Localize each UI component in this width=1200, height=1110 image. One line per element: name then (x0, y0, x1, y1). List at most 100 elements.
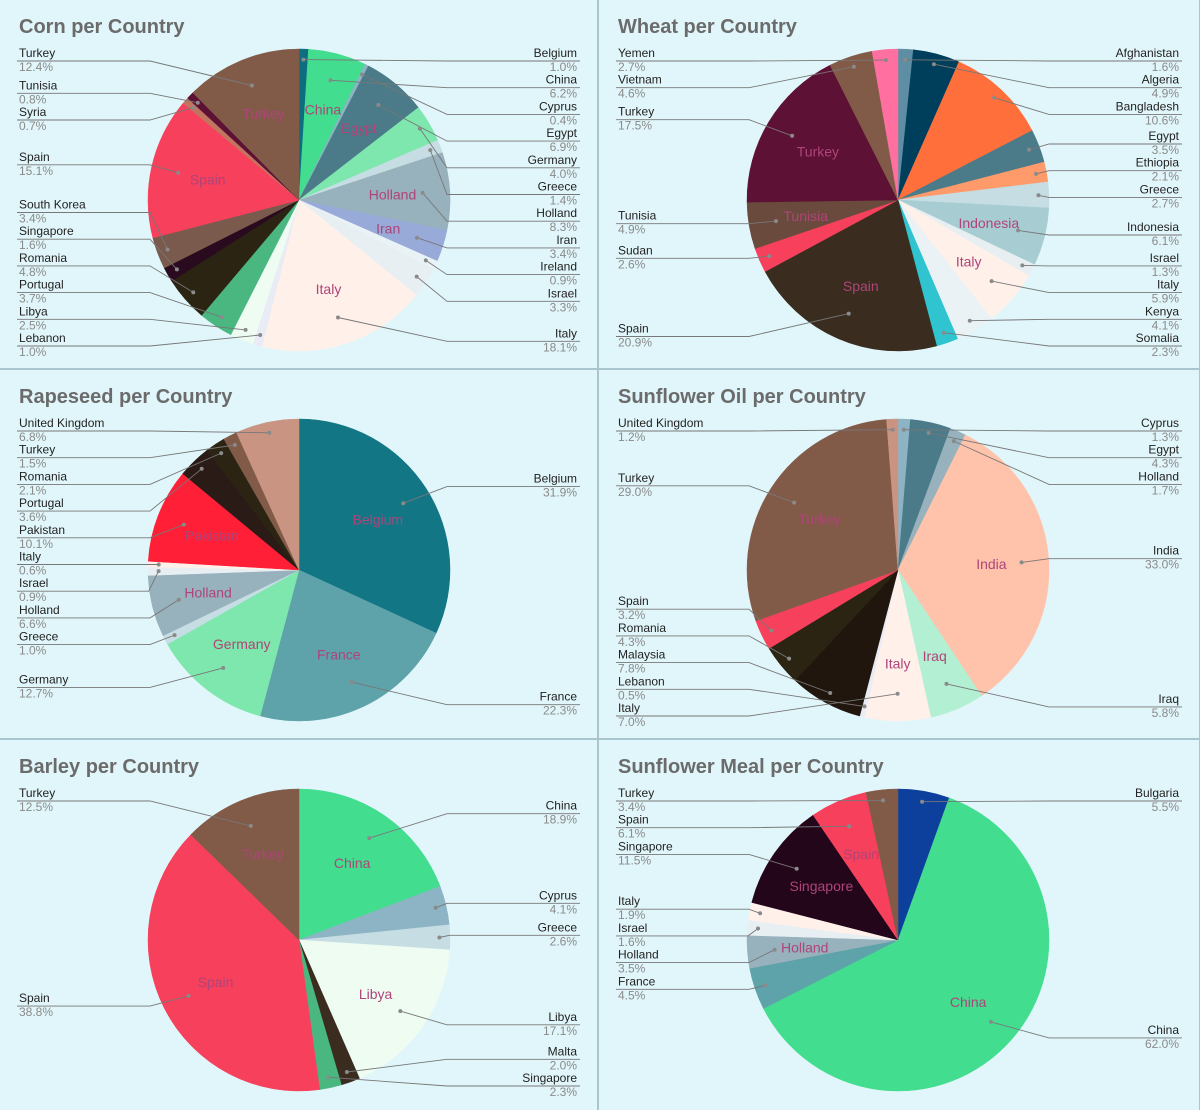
pie-slice-turkey (865, 788, 899, 941)
leader-line (17, 60, 253, 86)
leader-line (346, 1058, 580, 1073)
legend-country: Spain (618, 813, 649, 827)
leader-dot (433, 905, 438, 910)
legend-percent: 2.0% (550, 1058, 578, 1072)
leader-line (946, 683, 1182, 708)
legend-percent: 2.5% (19, 318, 47, 332)
leader-dot (881, 798, 885, 803)
slice-label: Holland (184, 585, 231, 601)
legend-country: Turkey (19, 443, 55, 457)
leader-line (351, 681, 580, 706)
leader-line (17, 318, 246, 331)
leader-line (953, 440, 1182, 485)
legend-percent: 12.4% (19, 60, 53, 74)
leader-line (17, 238, 178, 270)
leader-line (616, 688, 865, 707)
leader-dot (794, 866, 799, 871)
slice-label: Turkey (241, 846, 283, 862)
legend-labels: Belgium1.0%China6.2%Cyprus0.4%Egypt6.9%G… (17, 46, 580, 359)
legend-percent: 3.5% (1152, 143, 1180, 157)
inner-labels: India Iraq Italy Turkey (798, 511, 1006, 671)
legend-country: Turkey (618, 105, 654, 119)
legend-country: Malta (548, 1044, 578, 1058)
legend-percent: 8.3% (550, 220, 578, 234)
leader-line (1022, 264, 1182, 267)
legend-percent: 6.1% (1152, 234, 1180, 248)
legend-percent: 2.3% (550, 1085, 578, 1099)
legend-country: Romania (19, 251, 67, 265)
pie-slice-turkey (192, 48, 300, 201)
legend-percent: 0.9% (19, 590, 47, 604)
slice-label: Spain (198, 974, 234, 990)
leader-line (369, 813, 580, 839)
legend-labels: China18.9%Cyprus4.1%Greece2.6%Libya17.1%… (17, 786, 580, 1099)
leader-line (330, 79, 580, 89)
slice-label: Turkey (242, 105, 284, 121)
leader-line (17, 452, 222, 485)
legend-percent: 12.7% (19, 686, 53, 700)
pie-slice-france (259, 569, 437, 722)
leader-dot (349, 680, 354, 685)
legend-percent: 15.1% (19, 164, 53, 178)
leader-line (991, 280, 1182, 294)
legend-percent: 4.8% (19, 265, 47, 279)
pie-slice-spain (147, 834, 320, 1092)
legend-country: Israel (1150, 251, 1179, 265)
leader-line (416, 237, 580, 249)
legend-country: Cyprus (1141, 416, 1179, 430)
chart-title: Sunflower Meal per Country (618, 756, 884, 778)
leader-line (922, 800, 1182, 803)
legend-country: Holland (1138, 469, 1179, 483)
legend-percent: 7.8% (618, 662, 646, 676)
pie-chart: ChinaEgyptHollandIranItalySpainTurkeyBel… (17, 46, 580, 359)
leader-dot (414, 274, 419, 279)
legend-percent: 3.5% (618, 962, 646, 976)
leader-line (416, 276, 580, 302)
slice-label: Egypt (341, 120, 377, 136)
leader-dot (988, 1019, 993, 1024)
leader-line (337, 317, 580, 342)
slice-label: Singapore (789, 878, 853, 894)
leader-dot (165, 247, 170, 252)
slice-label: Tunisia (783, 208, 828, 224)
legend-percent: 18.9% (543, 813, 577, 827)
legend-country: Tunisia (618, 209, 657, 223)
leader-line (616, 119, 793, 137)
legend-country: Tunisia (19, 78, 58, 92)
leader-dot (846, 311, 851, 316)
inner-labels: Indonesia Italy Spain Tunisia Turkey (783, 144, 1019, 294)
legend-country: Singapore (522, 1071, 577, 1085)
leader-line (17, 92, 198, 104)
legend-percent: 3.4% (550, 247, 578, 261)
leader-dot (232, 443, 237, 447)
legend-country: Somalia (1136, 331, 1180, 345)
legend-percent: 3.2% (618, 608, 646, 622)
leader-line (969, 318, 1182, 322)
leader-line (616, 485, 795, 504)
legend-country: Holland (618, 948, 659, 962)
leader-dot (758, 911, 763, 916)
legend-percent: 5.8% (1152, 706, 1180, 720)
leader-dot (328, 78, 333, 83)
legend-percent: 3.6% (19, 510, 47, 524)
legend-country: Spain (19, 150, 50, 164)
leader-line (616, 799, 884, 802)
legend-percent: 2.1% (1152, 170, 1180, 184)
pie-slice-india (897, 434, 1050, 697)
legend-percent: 5.5% (1152, 800, 1180, 814)
leader-line (933, 63, 1182, 89)
leader-dot (301, 57, 306, 62)
legend-percent: 33.0% (1145, 558, 1179, 572)
leader-line (616, 59, 886, 62)
leader-line (616, 908, 761, 914)
legend-country: Spain (618, 322, 649, 336)
legend-percent: 1.4% (550, 194, 578, 208)
leader-line (994, 97, 1182, 115)
leader-dot (428, 148, 433, 153)
legend-percent: 1.5% (19, 457, 47, 471)
pie-chart: IndiaIraqItalyTurkeyCyprus1.3%Egypt4.3%H… (616, 416, 1182, 729)
legend-country: Turkey (618, 786, 654, 800)
corn-chart-panel: Corn per Country China Egypt Holland Iran It… (0, 0, 597, 368)
legend-percent: 1.0% (19, 345, 47, 359)
